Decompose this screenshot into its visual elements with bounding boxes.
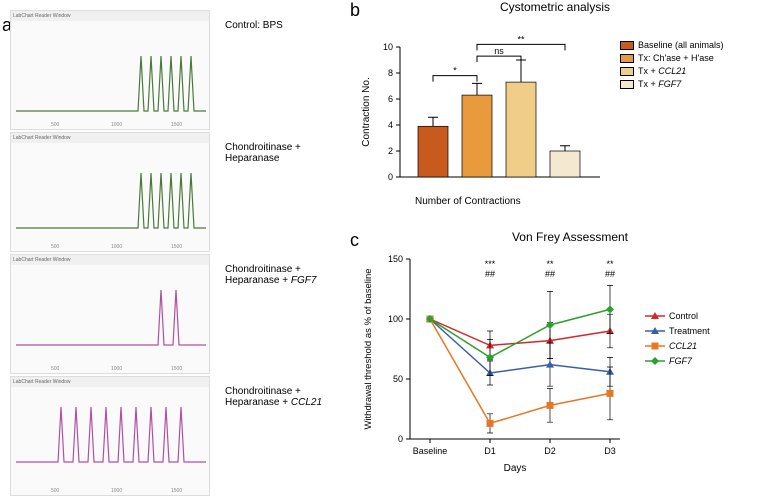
- svg-text:**: **: [606, 259, 614, 269]
- svg-text:150: 150: [388, 254, 403, 264]
- svg-text:##: ##: [485, 269, 495, 279]
- svg-text:8: 8: [388, 68, 393, 78]
- svg-text:**: **: [517, 34, 525, 44]
- svg-text:D3: D3: [604, 446, 616, 456]
- legend-b-item-3: Tx + FGF7: [620, 79, 724, 89]
- trace-0: Control: BPSLabChart Reader Window500100…: [10, 10, 340, 130]
- svg-text:Contraction No.: Contraction No.: [361, 77, 372, 146]
- svg-text:500: 500: [51, 122, 60, 128]
- legend-b-item-1: Tx: Ch'ase + H'ase: [620, 53, 724, 63]
- trace-label-1: Chondroitinase + Heparanase: [225, 142, 340, 164]
- svg-text:Days: Days: [504, 463, 527, 474]
- panel-c: Von Frey Assessment 0 50 100 150 Withdrawal …: [355, 230, 755, 500]
- trace-2: Chondroitinase + Heparanase + FGF7LabCha…: [10, 254, 340, 374]
- svg-text:Withdrawal threshold as % of b: Withdrawal threshold as % of baseline: [363, 268, 374, 429]
- trace-label-2: Chondroitinase + Heparanase + FGF7: [225, 264, 340, 286]
- panel-b: Cystometric analysis 0 2 4 6 8 10 Contraction …: [355, 0, 755, 220]
- svg-text:*: *: [453, 66, 457, 76]
- svg-text:0: 0: [388, 172, 393, 182]
- line-chart: 0 50 100 150 Withdrawal threshold as % of ba…: [355, 249, 645, 484]
- svg-text:1000: 1000: [111, 122, 122, 128]
- svg-text:Baseline: Baseline: [413, 446, 448, 456]
- svg-text:500: 500: [51, 488, 60, 494]
- svg-text:4: 4: [388, 120, 393, 130]
- panel-b-legend: Baseline (all animals) Tx: Ch'ase + H'ase…: [620, 40, 724, 92]
- bar-3: [550, 151, 580, 177]
- trace-1: Chondroitinase + HeparanaseLabChart Read…: [10, 132, 340, 252]
- svg-text:1000: 1000: [111, 488, 122, 494]
- trace-3: Chondroitinase + Heparanase + CCL21LabCh…: [10, 376, 340, 496]
- svg-text:2: 2: [388, 146, 393, 156]
- svg-text:0: 0: [398, 434, 403, 444]
- svg-text:1500: 1500: [171, 488, 182, 494]
- svg-text:1000: 1000: [111, 366, 122, 372]
- svg-text:##: ##: [545, 269, 555, 279]
- legend-c-item-3: FGF7: [645, 355, 710, 367]
- bar-2: [506, 82, 536, 177]
- panel-b-title: Cystometric analysis: [355, 0, 755, 14]
- svg-text:50: 50: [393, 374, 403, 384]
- svg-text:6: 6: [388, 94, 393, 104]
- bar-1: [462, 95, 492, 177]
- series-3: [430, 309, 610, 357]
- panel-b-xlabel: Number of Contractions: [415, 196, 521, 207]
- panel-c-legend: Control Treatment CCL21 FGF7: [645, 310, 710, 370]
- svg-text:10: 10: [383, 42, 393, 52]
- svg-text:1000: 1000: [111, 244, 122, 250]
- svg-text:**: **: [546, 259, 554, 269]
- trace-label-3: Chondroitinase + Heparanase + CCL21: [225, 386, 340, 408]
- bar-0: [418, 126, 448, 177]
- panel-a: Control: BPSLabChart Reader Window500100…: [10, 10, 340, 495]
- legend-c-item-1: Treatment: [645, 325, 710, 337]
- panel-c-title: Von Frey Assessment: [385, 230, 755, 244]
- legend-b-item-0: Baseline (all animals): [620, 40, 724, 50]
- svg-text:ns: ns: [494, 46, 504, 56]
- svg-text:1500: 1500: [171, 366, 182, 372]
- svg-text:100: 100: [388, 314, 403, 324]
- legend-c-item-0: Control: [645, 310, 710, 322]
- svg-text:##: ##: [605, 269, 615, 279]
- svg-text:D1: D1: [484, 446, 496, 456]
- trace-label-0: Control: BPS: [225, 20, 340, 31]
- svg-text:1500: 1500: [171, 244, 182, 250]
- svg-text:500: 500: [51, 366, 60, 372]
- bar-chart: 0 2 4 6 8 10 Contraction No. * ns **: [355, 19, 615, 199]
- svg-text:1500: 1500: [171, 122, 182, 128]
- svg-text:***: ***: [485, 259, 496, 269]
- svg-text:D2: D2: [544, 446, 556, 456]
- legend-c-item-2: CCL21: [645, 340, 710, 352]
- svg-text:500: 500: [51, 244, 60, 250]
- legend-b-item-2: Tx + CCL21: [620, 66, 724, 76]
